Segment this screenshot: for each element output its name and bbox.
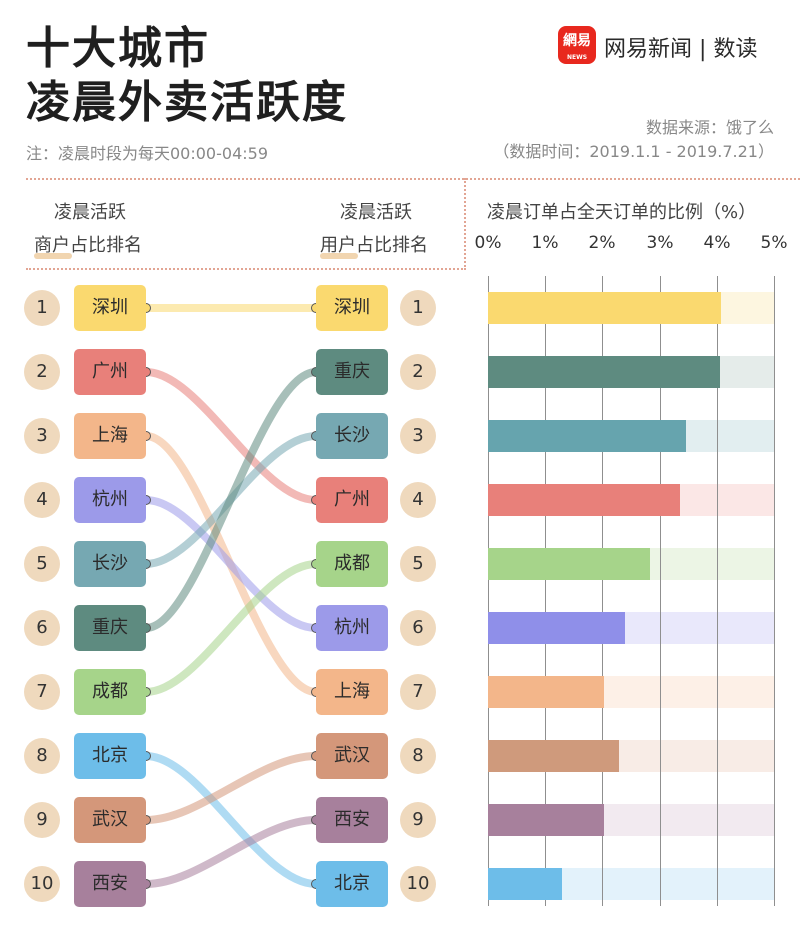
connector-北京 (142, 752, 320, 888)
merchant-city-chip: 重庆 (74, 605, 146, 651)
user-city-chip: 杭州 (316, 605, 388, 651)
gridline (660, 276, 661, 906)
rank-badge: 10 (24, 866, 60, 902)
bar-长沙 (488, 420, 687, 452)
user-header-line2: 用户占比排名 (320, 231, 428, 259)
user-city-chip: 重庆 (316, 349, 388, 395)
merchant-city-chip: 深圳 (74, 285, 146, 331)
gridline (488, 276, 489, 906)
netease-news-logo: 網易 NEWS (558, 26, 596, 64)
merchant-city-chip: 武汉 (74, 797, 146, 843)
gridline (774, 276, 775, 906)
merchant-city-chip: 西安 (74, 861, 146, 907)
connector-杭州 (142, 496, 320, 632)
title-line-1: 十大城市 (26, 23, 210, 74)
title-line-2: 凌晨外卖活跃度 (26, 77, 348, 128)
merchant-city-chip: 成都 (74, 669, 146, 715)
rank-badge: 7 (24, 674, 60, 710)
merchant-header-line1: 凌晨活跃 (54, 202, 126, 223)
bar-广州 (488, 484, 680, 516)
x-tick-label: 3% (646, 233, 674, 253)
merchant-city-chip: 上海 (74, 413, 146, 459)
rank-badge: 5 (400, 546, 436, 582)
bar-成都 (488, 548, 651, 580)
x-tick-label: 4% (703, 233, 731, 253)
rank-badge: 2 (24, 354, 60, 390)
bar-重庆 (488, 356, 720, 388)
data-period: （数据时间：2019.1.1 - 2019.7.21） (493, 142, 774, 161)
user-city-chip: 西安 (316, 797, 388, 843)
divider-top (26, 178, 800, 180)
chart-title: 凌晨订单占全天订单的比例（%） (487, 202, 757, 223)
bar-上海 (488, 676, 605, 708)
user-city-chip: 广州 (316, 477, 388, 523)
rank-badge: 9 (400, 802, 436, 838)
divider-vertical (464, 178, 466, 270)
user-city-chip: 深圳 (316, 285, 388, 331)
rank-badge: 1 (400, 290, 436, 326)
rank-badge: 1 (24, 290, 60, 326)
bar-深圳 (488, 292, 721, 324)
merchant-header-line2: 商户占比排名 (34, 231, 142, 259)
bar-西安 (488, 804, 605, 836)
rank-badge: 9 (24, 802, 60, 838)
rank-badge: 10 (400, 866, 436, 902)
connector-重庆 (142, 368, 320, 632)
rank-badge: 6 (400, 610, 436, 646)
user-city-chip: 成都 (316, 541, 388, 587)
merchant-city-chip: 长沙 (74, 541, 146, 587)
user-city-chip: 北京 (316, 861, 388, 907)
gridline (602, 276, 603, 906)
rank-badge: 7 (400, 674, 436, 710)
rank-badge: 4 (400, 482, 436, 518)
gridline (545, 276, 546, 906)
gridline (717, 276, 718, 906)
user-city-chip: 上海 (316, 669, 388, 715)
user-city-chip: 武汉 (316, 733, 388, 779)
rank-badge: 8 (400, 738, 436, 774)
data-source: 数据来源：饿了么 (645, 118, 774, 137)
merchant-city-chip: 北京 (74, 733, 146, 779)
x-tick-label: 1% (531, 233, 559, 253)
rank-badge: 3 (24, 418, 60, 454)
brand-name: 网易新闻 | 数读 (604, 37, 758, 62)
rank-badge: 2 (400, 354, 436, 390)
divider-left (26, 268, 466, 270)
rank-badge: 8 (24, 738, 60, 774)
bar-杭州 (488, 612, 625, 644)
x-tick-label: 2% (588, 233, 616, 253)
bar-武汉 (488, 740, 619, 772)
x-tick-label: 0% (474, 233, 502, 253)
connector-西安 (142, 816, 320, 888)
time-note: 注：凌晨时段为每天00:00-04:59 (26, 144, 268, 163)
merchant-city-chip: 杭州 (74, 477, 146, 523)
bar-北京 (488, 868, 563, 900)
connector-成都 (142, 560, 320, 696)
connector-广州 (142, 368, 320, 504)
merchant-city-chip: 广州 (74, 349, 146, 395)
connector-武汉 (142, 752, 320, 824)
user-city-chip: 长沙 (316, 413, 388, 459)
x-tick-label: 5% (760, 233, 788, 253)
rank-badge: 4 (24, 482, 60, 518)
rank-badge: 5 (24, 546, 60, 582)
user-header-line1: 凌晨活跃 (340, 202, 412, 223)
rank-badge: 3 (400, 418, 436, 454)
rank-badge: 6 (24, 610, 60, 646)
